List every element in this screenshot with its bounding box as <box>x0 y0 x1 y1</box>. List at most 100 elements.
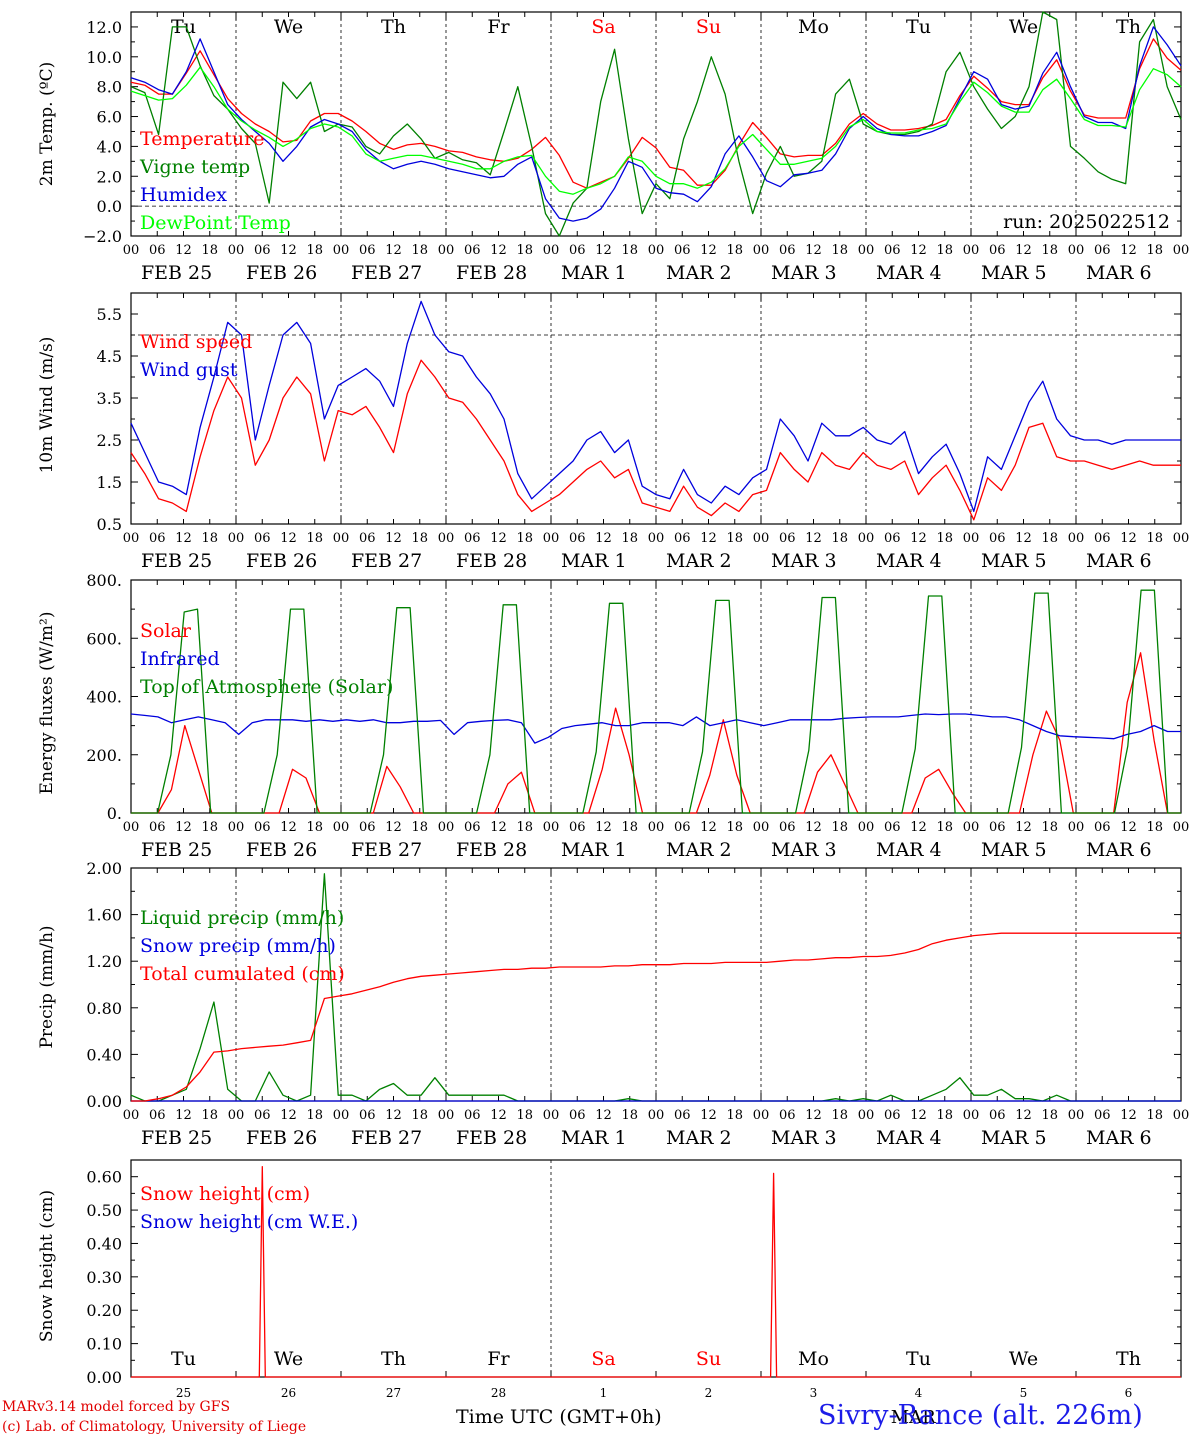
hour-label: 18 <box>201 531 218 546</box>
hour-label: 06 <box>884 531 901 546</box>
weekday-label: We <box>274 16 303 38</box>
hour-label: 00 <box>333 531 350 546</box>
hour-label: 06 <box>254 531 271 546</box>
hour-label: 06 <box>674 531 691 546</box>
date-label: FEB 26 <box>246 550 317 572</box>
hour-label: 12 <box>910 1108 927 1123</box>
hour-label: 00 <box>1173 531 1190 546</box>
y-tick-label: 2.5 <box>97 431 122 450</box>
hour-label: 12 <box>280 531 297 546</box>
hour-label: 12 <box>490 1108 507 1123</box>
hour-label: 06 <box>779 820 796 835</box>
y-tick-label: 0.10 <box>86 1335 122 1354</box>
weekday-label: We <box>1009 1348 1038 1370</box>
date-label: MAR 2 <box>666 550 732 572</box>
weekday-label: Th <box>381 16 406 38</box>
y-tick-label: 5.5 <box>97 305 122 324</box>
hour-label: 18 <box>411 531 428 546</box>
hour-label: 12 <box>700 820 717 835</box>
hour-label: 12 <box>805 820 822 835</box>
hour-label: 00 <box>753 1108 770 1123</box>
series-line <box>131 932 1181 1102</box>
hour-label: 06 <box>254 1108 271 1123</box>
hour-label: 00 <box>228 1108 245 1123</box>
date-label: FEB 26 <box>246 1127 317 1149</box>
hour-label: 00 <box>543 243 560 258</box>
hour-label: 12 <box>805 531 822 546</box>
legend-entry: Wind speed <box>140 331 252 353</box>
y-tick-label: 0.0 <box>97 197 122 216</box>
hour-label: 00 <box>333 243 350 258</box>
hour-label: 18 <box>516 820 533 835</box>
hour-label: 00 <box>123 243 140 258</box>
hour-label: 00 <box>123 1108 140 1123</box>
run-annotation: run: 2025022512 <box>1003 211 1170 233</box>
hour-label: 00 <box>858 243 875 258</box>
hour-label: 00 <box>1173 820 1190 835</box>
hour-label: 00 <box>438 243 455 258</box>
hour-label: 06 <box>464 243 481 258</box>
hour-label: 18 <box>621 531 638 546</box>
hour-label: 18 <box>936 243 953 258</box>
hour-label: 06 <box>254 820 271 835</box>
hour-label: 00 <box>648 1108 665 1123</box>
series-line <box>131 1166 1181 1378</box>
hour-label: 18 <box>726 1108 743 1123</box>
y-tick-label: 2.0 <box>97 167 122 186</box>
hour-label: 12 <box>175 1108 192 1123</box>
hour-label: 06 <box>359 1108 376 1123</box>
hour-label: 18 <box>1041 531 1058 546</box>
hour-label: 18 <box>831 531 848 546</box>
hour-label: 12 <box>385 531 402 546</box>
hour-label: 00 <box>228 243 245 258</box>
date-label: MAR 6 <box>1086 550 1152 572</box>
hour-label: 12 <box>595 1108 612 1123</box>
hour-label: 00 <box>858 1108 875 1123</box>
hour-label: 12 <box>700 531 717 546</box>
hour-label: 06 <box>149 820 166 835</box>
y-tick-label: 0.00 <box>86 1092 122 1111</box>
hour-label: 18 <box>1041 1108 1058 1123</box>
y-tick-label: 0.20 <box>86 1301 122 1320</box>
weekday-label: Th <box>381 1348 406 1370</box>
hour-label: 00 <box>648 820 665 835</box>
hour-label: 18 <box>726 531 743 546</box>
hour-label: 18 <box>411 820 428 835</box>
weekday-label: Su <box>696 16 721 38</box>
hour-label: 00 <box>438 820 455 835</box>
y-tick-label: 0.50 <box>86 1201 122 1220</box>
series-line <box>130 300 1181 513</box>
date-label: MAR 5 <box>981 1127 1047 1149</box>
series-line <box>130 38 1182 189</box>
hour-label: 18 <box>306 243 323 258</box>
hour-label: 18 <box>1041 820 1058 835</box>
hour-label: 18 <box>516 243 533 258</box>
hour-label: 12 <box>910 820 927 835</box>
hour-label: 12 <box>385 1108 402 1123</box>
weekday-label: We <box>1009 16 1038 38</box>
y-tick-label: 12.0 <box>86 18 122 37</box>
date-label: MAR 5 <box>981 839 1047 861</box>
hour-label: 00 <box>333 1108 350 1123</box>
hour-label: 00 <box>753 243 770 258</box>
date-label: FEB 27 <box>351 839 422 861</box>
hour-label: 12 <box>175 820 192 835</box>
hour-label: 18 <box>1146 531 1163 546</box>
day-number-label: 27 <box>386 1386 401 1400</box>
hour-label: 18 <box>1146 820 1163 835</box>
date-label: FEB 25 <box>141 262 212 284</box>
hour-label: 00 <box>1068 1108 1085 1123</box>
hour-label: 18 <box>726 243 743 258</box>
weekday-label: Mo <box>798 16 829 38</box>
hour-label: 12 <box>910 531 927 546</box>
date-label: MAR 5 <box>981 550 1047 572</box>
month-label: MAR <box>891 1407 936 1428</box>
y-axis-label: Snow height (cm) <box>37 1190 57 1342</box>
y-tick-label: 0.60 <box>86 1168 122 1187</box>
hour-label: 00 <box>438 531 455 546</box>
hour-label: 12 <box>175 531 192 546</box>
legend-entry: DewPoint Temp <box>140 212 291 234</box>
hour-label: 06 <box>989 531 1006 546</box>
x-axis-title: Time UTC (GMT+0h) <box>456 1406 662 1428</box>
